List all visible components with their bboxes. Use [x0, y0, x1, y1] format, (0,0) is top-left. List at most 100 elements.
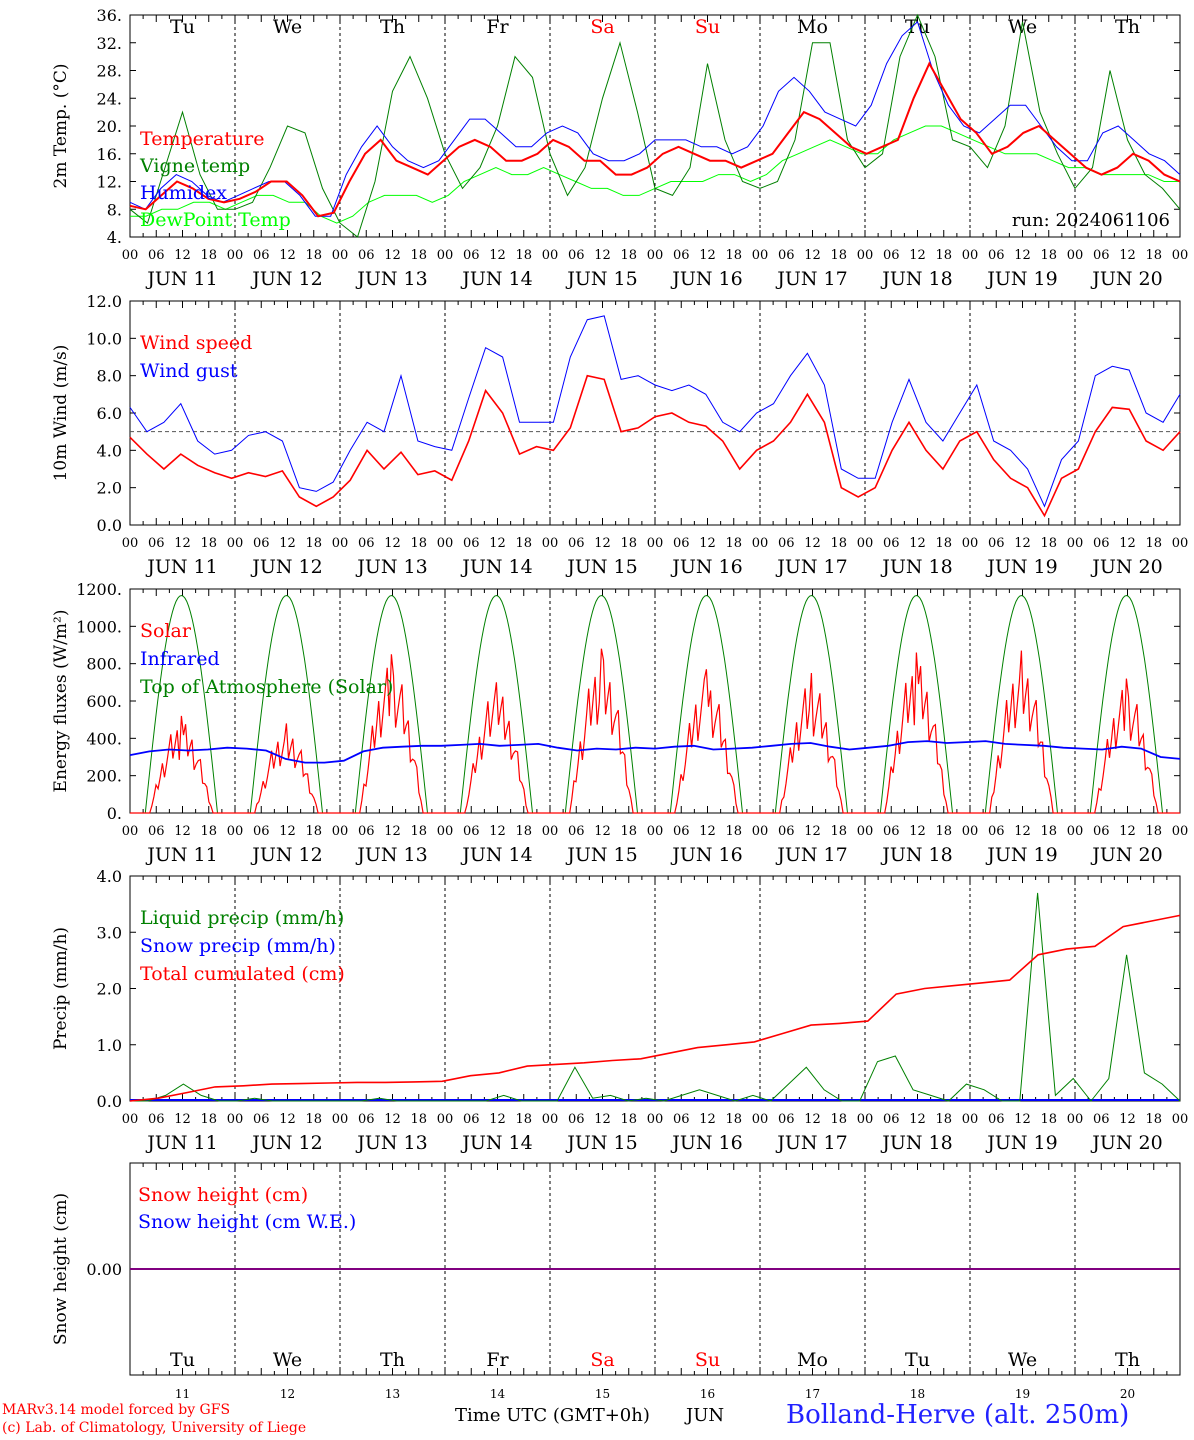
series-line [550, 594, 655, 814]
weekday-label: Mo [797, 16, 828, 38]
hour-tick-label: 00 [227, 1112, 244, 1127]
hour-tick-label: 12 [804, 248, 821, 263]
y-tick-label: 20. [97, 117, 122, 136]
series-line [655, 669, 760, 814]
date-label: JUN 15 [565, 556, 637, 578]
hour-tick-label: 12 [594, 824, 611, 839]
y-axis-label: Snow height (cm) [51, 1193, 71, 1345]
hour-tick-label: 18 [830, 824, 847, 839]
y-tick-label: 3.0 [97, 923, 122, 942]
hour-tick-label: 00 [122, 824, 139, 839]
hour-tick-label: 06 [778, 248, 795, 263]
series-line [235, 723, 340, 814]
hour-tick-label: 06 [358, 536, 375, 551]
y-tick-label: 24. [97, 89, 122, 108]
hour-tick-label: 06 [778, 824, 795, 839]
hour-tick-label: 06 [568, 824, 585, 839]
hour-tick-label: 12 [1014, 248, 1031, 263]
hour-tick-label: 12 [384, 1112, 401, 1127]
day-number-label: 12 [280, 1387, 295, 1401]
hour-tick-label: 18 [305, 1112, 322, 1127]
hour-tick-label: 00 [647, 1112, 664, 1127]
date-label: JUN 13 [355, 556, 427, 578]
date-label: JUN 12 [250, 268, 322, 290]
y-tick-label: 1200. [76, 580, 122, 599]
hour-tick-label: 18 [1040, 248, 1057, 263]
day-number-label: 17 [805, 1387, 820, 1401]
y-tick-label: 4.0 [97, 441, 122, 460]
hour-tick-label: 06 [568, 248, 585, 263]
y-tick-label: 0. [107, 804, 122, 823]
weekday-label: Tu [170, 16, 195, 38]
y-tick-label: 28. [97, 62, 122, 81]
hour-tick-label: 12 [699, 536, 716, 551]
hour-tick-label: 18 [515, 536, 532, 551]
hour-tick-label: 12 [174, 1112, 191, 1127]
hour-tick-label: 18 [305, 248, 322, 263]
hour-tick-label: 00 [332, 248, 349, 263]
hour-tick-label: 18 [620, 824, 637, 839]
hour-tick-label: 00 [962, 536, 979, 551]
date-label: JUN 16 [670, 1132, 742, 1154]
date-label: JUN 18 [880, 844, 952, 866]
date-label: JUN 11 [145, 844, 217, 866]
hour-tick-label: 06 [463, 536, 480, 551]
panel-frame [129, 300, 1181, 526]
series-line [445, 594, 550, 814]
y-tick-label: 1000. [76, 617, 122, 636]
hour-tick-label: 12 [489, 536, 506, 551]
hour-tick-label: 12 [594, 1112, 611, 1127]
date-label: JUN 16 [670, 844, 742, 866]
date-label: JUN 11 [145, 556, 217, 578]
hour-tick-label: 12 [1119, 824, 1136, 839]
hour-tick-label: 06 [883, 1112, 900, 1127]
hour-tick-label: 00 [962, 1112, 979, 1127]
station-name: Bolland-Herve (alt. 250m) [786, 1400, 1130, 1430]
y-tick-label: 36. [97, 6, 122, 25]
hour-tick-label: 18 [1145, 1112, 1162, 1127]
hour-tick-label: 12 [804, 1112, 821, 1127]
date-label: JUN 20 [1090, 844, 1162, 866]
weekday-label: Fr [486, 16, 509, 38]
date-label: JUN 11 [145, 1132, 217, 1154]
y-tick-label: 4. [107, 228, 122, 247]
weekday-label: Tu [170, 1349, 195, 1371]
date-label: JUN 14 [460, 556, 532, 578]
hour-tick-label: 00 [437, 824, 454, 839]
hour-tick-label: 00 [122, 248, 139, 263]
y-axis-label: Energy fluxes (W/m²) [51, 610, 71, 793]
hour-tick-label: 12 [909, 536, 926, 551]
hour-tick-label: 00 [542, 824, 559, 839]
series-line [235, 594, 340, 814]
weekday-label: Fr [486, 1349, 509, 1371]
hour-tick-label: 00 [647, 824, 664, 839]
hour-tick-label: 00 [857, 1112, 874, 1127]
date-label: JUN 15 [565, 844, 637, 866]
hour-tick-label: 18 [410, 248, 427, 263]
legend-entry: Snow precip (mm/h) [140, 935, 336, 957]
series-line [340, 594, 445, 814]
hour-tick-label: 12 [699, 248, 716, 263]
hour-tick-label: 18 [515, 824, 532, 839]
hour-tick-label: 06 [463, 1112, 480, 1127]
hour-tick-label: 12 [909, 248, 926, 263]
hour-tick-label: 00 [752, 824, 769, 839]
legend-entry: DewPoint Temp [140, 209, 291, 231]
series-line [130, 715, 235, 814]
hour-tick-label: 12 [1014, 824, 1031, 839]
weekday-label: Th [380, 1349, 405, 1371]
y-tick-label: 12.0 [86, 292, 122, 311]
hour-tick-label: 00 [1067, 1112, 1084, 1127]
date-label: JUN 19 [985, 556, 1057, 578]
hour-tick-label: 18 [725, 248, 742, 263]
y-tick-label: 0.00 [86, 1260, 122, 1279]
hour-tick-label: 18 [515, 248, 532, 263]
hour-tick-label: 12 [594, 536, 611, 551]
y-tick-label: 2.0 [97, 980, 122, 999]
series-line [129, 21, 1181, 217]
hour-tick-label: 18 [935, 1112, 952, 1127]
hour-tick-label: 18 [620, 1112, 637, 1127]
hour-tick-label: 06 [778, 536, 795, 551]
y-tick-label: 16. [97, 145, 122, 164]
y-tick-label: 0.0 [97, 516, 122, 535]
